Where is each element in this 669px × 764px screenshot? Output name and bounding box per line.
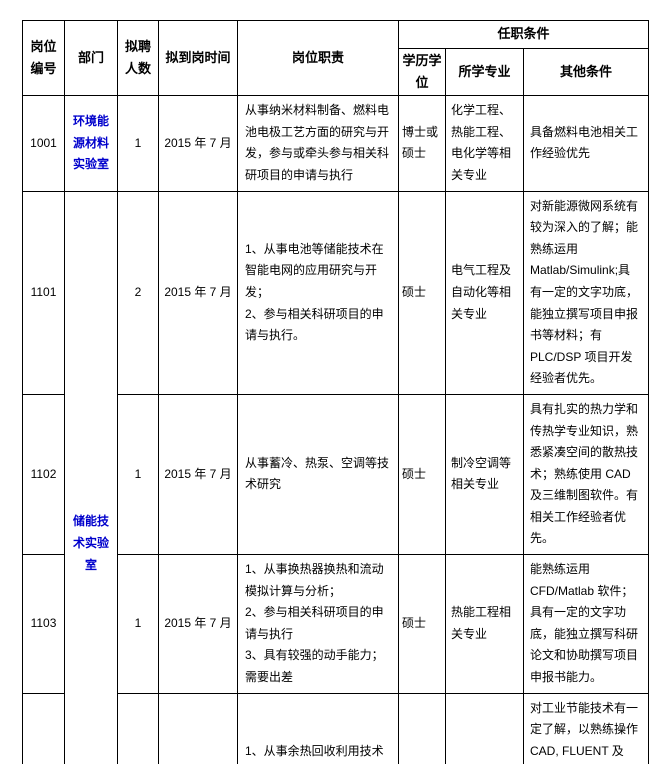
header-duties: 岗位职责	[237, 19, 399, 97]
header-department: 部门	[64, 19, 118, 97]
cell-hire-count: 2	[117, 692, 159, 764]
table-row-1001: 1001 环境能源材料实验室 1 2015 年 7 月 从事纳米材料制备、燃料电…	[22, 95, 650, 192]
cell-degree: 硕士	[398, 692, 446, 764]
cell-start-time: 2015 年 7 月	[158, 190, 238, 395]
cell-duties: 从事纳米材料制备、燃料电池电极工艺方面的研究与开发，参与或牵头参与相关科研项目的…	[237, 95, 399, 192]
cell-hire-count: 2	[117, 190, 159, 395]
cell-other-conditions: 具备燃料电池相关工作经验优先	[522, 95, 650, 192]
table-row-1101: 1101 储能技术实验室 2 2015 年 7 月 1、从事电池等储能技术在智能…	[22, 190, 650, 764]
cell-other-conditions: 对工业节能技术有一定了解，以熟练操作 CAD, FLUENT 及 PROE 或 …	[522, 692, 650, 764]
recruitment-table: 岗位编号 部门 拟聘人数 拟到岗时间 岗位职责 任职条件 学历学位 所学专业 其…	[22, 19, 650, 764]
cell-position-id: 1101	[22, 190, 65, 395]
cell-start-time: 2015 年 7 月	[158, 554, 238, 694]
cell-position-id: 1102	[22, 393, 65, 556]
header-hire-count: 拟聘人数	[117, 19, 159, 97]
table-row-1103: 1103 1 2015 年 7 月 1、从事换热器换热和流动模拟计算与分析； 2…	[22, 554, 650, 694]
cell-duties: 1、从事换热器换热和流动模拟计算与分析； 2、参与相关科研项目的申请与执行 3、…	[237, 554, 399, 694]
cell-other-conditions: 能熟练运用 CFD/Matlab 软件；具有一定的文字功底，能独立撰写科研论文和…	[522, 554, 650, 694]
cell-position-id: 1104	[22, 692, 65, 764]
cell-major: 电气工程及自动化等相关专业	[445, 190, 524, 395]
cell-department-energy-storage-lab: 储能技术实验室	[64, 190, 118, 764]
cell-department-env-energy-lab: 环境能源材料实验室	[64, 95, 118, 192]
cell-start-time: 2015 年 7 月	[158, 692, 238, 764]
cell-hire-count: 1	[117, 554, 159, 694]
cell-other-conditions: 对新能源微网系统有较为深入的了解；能熟练运用 Matlab/Simulink;具…	[522, 190, 650, 395]
cell-position-id: 1001	[22, 95, 65, 192]
header-major: 所学专业	[445, 47, 524, 97]
header-other-conditions: 其他条件	[522, 47, 650, 97]
cell-degree: 博士或硕士	[398, 95, 446, 192]
header-qualifications: 任职条件	[397, 20, 650, 49]
cell-position-id: 1103	[22, 554, 65, 694]
cell-start-time: 2015 年 7 月	[158, 95, 238, 192]
cell-major: 热能工程、自动化控制等相关专业	[445, 692, 524, 764]
cell-duties: 1、从事电池等储能技术在智能电网的应用研究与开发； 2、参与相关科研项目的申请与…	[237, 190, 399, 395]
cell-degree: 硕士	[398, 554, 446, 694]
cell-major: 热能工程相关专业	[445, 554, 524, 694]
cell-hire-count: 1	[117, 95, 159, 192]
cell-duties: 1、从事余热回收利用技术及低 NOX 技术应用研究与开发； 2、参与相关科研项目…	[237, 692, 399, 764]
cell-other-conditions: 具有扎实的热力学和传热学专业知识，熟悉紧凑空间的散热技术；熟练使用 CAD 及三…	[522, 393, 650, 556]
header-position-id: 岗位编号	[22, 19, 65, 97]
cell-degree: 硕士	[398, 393, 446, 556]
cell-major: 制冷空调等相关专业	[445, 393, 524, 556]
cell-hire-count: 1	[117, 393, 159, 556]
header-start-time: 拟到岗时间	[158, 19, 238, 97]
table-row-1104: 1104 2 2015 年 7 月 1、从事余热回收利用技术及低 NOX 技术应…	[22, 692, 650, 764]
cell-degree: 硕士	[398, 190, 446, 395]
cell-major: 化学工程、热能工程、电化学等相关专业	[445, 95, 524, 192]
header-degree: 学历学位	[398, 47, 446, 97]
cell-duties: 从事蓄冷、热泵、空调等技术研究	[237, 393, 399, 556]
table-row-1102: 1102 1 2015 年 7 月 从事蓄冷、热泵、空调等技术研究 硕士 制冷空…	[22, 393, 650, 556]
cell-start-time: 2015 年 7 月	[158, 393, 238, 556]
